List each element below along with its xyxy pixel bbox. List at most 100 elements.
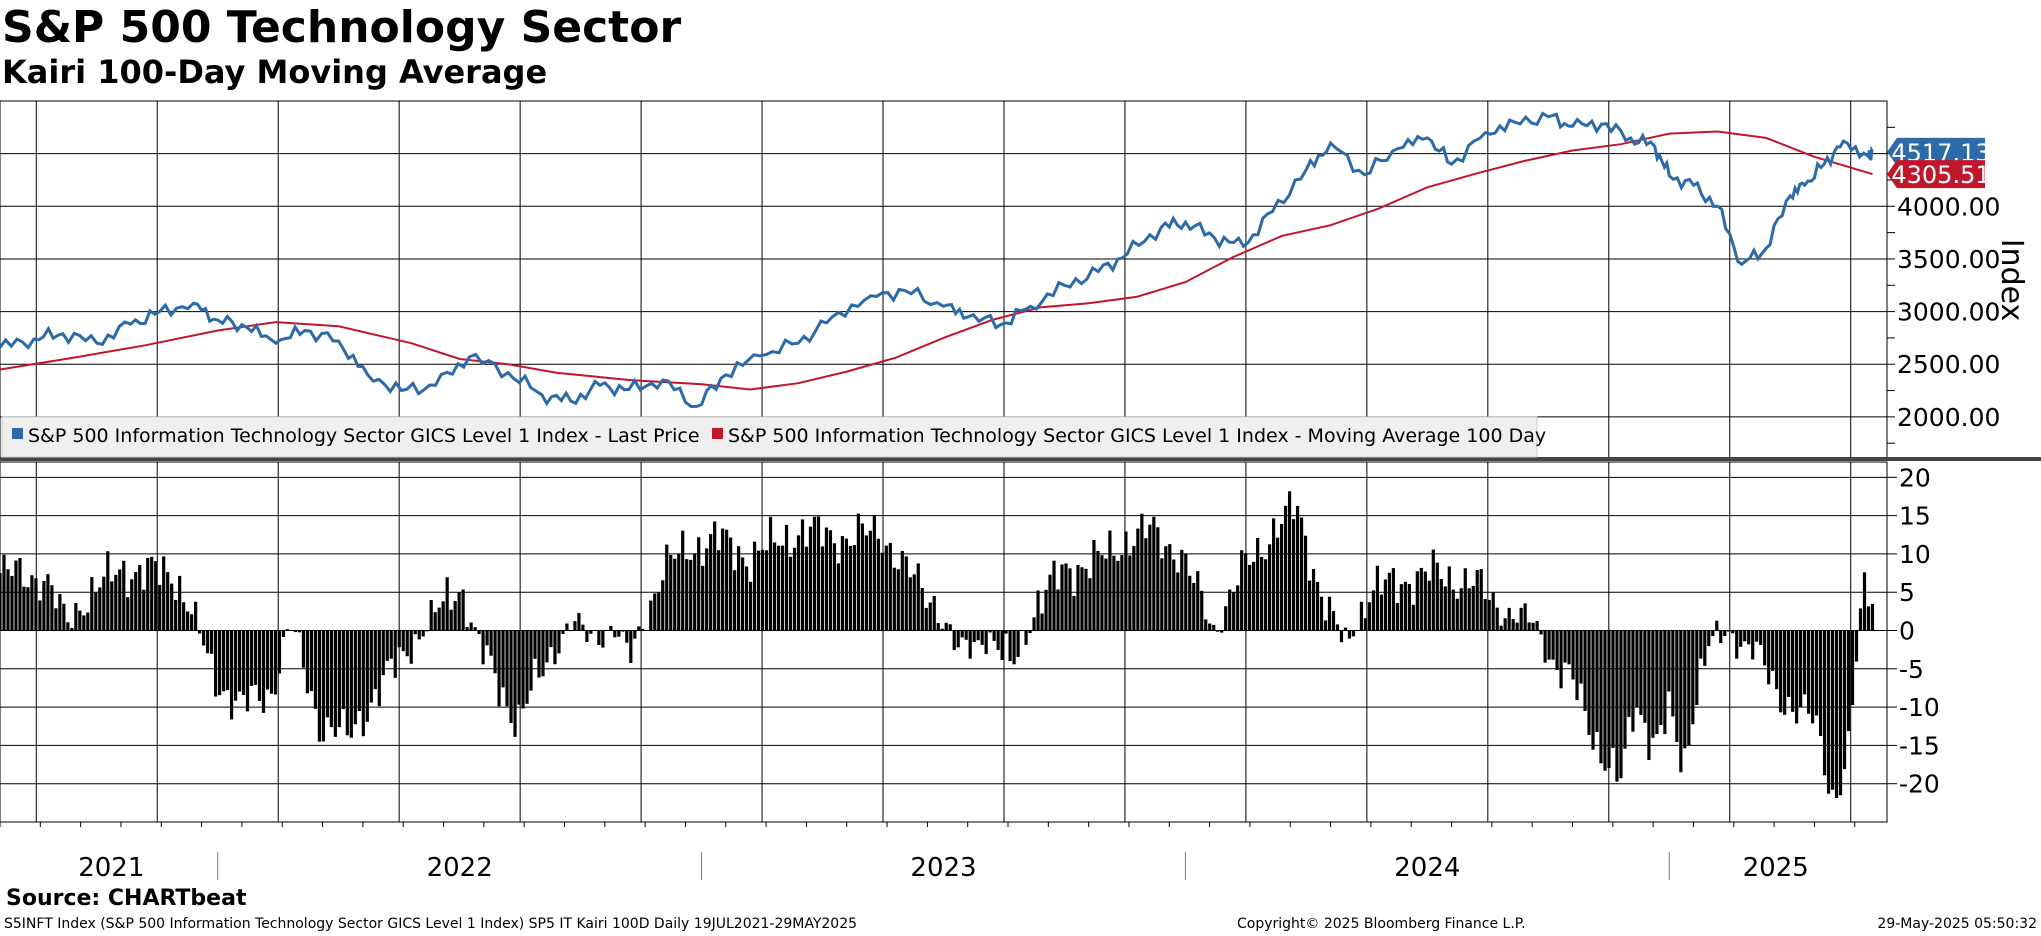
- kairi-bar: [293, 630, 298, 633]
- y-tick-label: 5: [1899, 578, 1915, 607]
- kairi-bar: [1399, 584, 1403, 631]
- kairi-bar: [1383, 579, 1387, 631]
- kairi-bar: [1260, 556, 1264, 631]
- kairi-bar: [146, 557, 150, 631]
- kairi-bar: [1351, 630, 1356, 637]
- kairi-bar: [916, 563, 920, 631]
- kairi-bar: [18, 558, 22, 631]
- kairi-bar: [1343, 627, 1348, 631]
- kairi-bar: [1371, 590, 1376, 631]
- kairi-bar: [1791, 630, 1795, 712]
- kairi-bar: [1535, 621, 1539, 631]
- kairi-bar: [1104, 558, 1108, 631]
- kairi-bar: [912, 574, 916, 631]
- kairi-bar: [257, 630, 262, 701]
- kairi-bar: [1527, 622, 1531, 631]
- kairi-bar: [1759, 630, 1763, 645]
- kairi-bar: [54, 608, 58, 631]
- kairi-bar: [633, 630, 637, 639]
- kairi-bar: [397, 630, 401, 648]
- kairi-bar: [166, 572, 170, 631]
- kairi-bar: [353, 630, 357, 725]
- kairi-bar: [609, 625, 613, 631]
- upper-y-axis: 2000.00 2500.00 3000.00 3500.00 4000.00: [1887, 126, 2000, 444]
- kairi-bar: [1487, 599, 1491, 631]
- kairi-bar: [1244, 553, 1248, 631]
- kairi-bar: [50, 585, 54, 631]
- kairi-bar: [521, 630, 525, 709]
- kairi-bar: [1096, 550, 1100, 631]
- x-tick-label: 2022: [427, 853, 493, 880]
- y-tick-label: 20: [1899, 463, 1931, 492]
- y-tick-label: 3500.00: [1897, 245, 2000, 274]
- kairi-bar: [449, 609, 453, 631]
- kairi-bar: [1024, 630, 1028, 645]
- kairi-bar: [597, 630, 601, 646]
- kairi-bar: [1858, 608, 1863, 631]
- kairi-bar: [1499, 625, 1503, 631]
- kairi-bar: [138, 565, 142, 631]
- ma-badge-arrow: [1887, 160, 1897, 189]
- kairi-bar: [217, 630, 222, 696]
- kairi-bar: [1307, 580, 1312, 631]
- kairi-bar: [725, 529, 729, 631]
- kairi-bar: [1040, 613, 1044, 631]
- price-badge-arrow: [1887, 137, 1897, 166]
- kairi-bar: [1575, 630, 1579, 701]
- kairi-bar: [198, 630, 202, 634]
- kairi-bar: [1503, 618, 1507, 631]
- kairi-bar: [689, 559, 693, 631]
- kairi-bar: [1479, 569, 1483, 631]
- kairi-bar: [780, 545, 785, 631]
- kairi-bar: [948, 624, 952, 631]
- kairi-bar: [489, 630, 493, 656]
- kairi-bar: [269, 630, 274, 694]
- kairi-bar: [992, 630, 996, 641]
- kairi-bar: [102, 576, 106, 631]
- kairi-bar: [1763, 630, 1767, 666]
- kairi-bar: [1743, 630, 1747, 642]
- kairi-bar: [657, 592, 661, 631]
- kairi-bar: [1807, 630, 1811, 714]
- kairi-bar: [134, 571, 138, 631]
- kairi-bar: [1283, 505, 1288, 631]
- kairi-bar: [221, 630, 226, 692]
- kairi-bar: [800, 519, 805, 631]
- kairi-bar: [852, 545, 856, 631]
- kairi-bar: [142, 589, 146, 631]
- kairi-bar: [1180, 549, 1184, 631]
- y-tick-label: -10: [1899, 693, 1940, 722]
- kairi-bar: [1659, 630, 1663, 725]
- kairi-bar: [653, 593, 657, 631]
- kairi-bar: [1818, 630, 1823, 737]
- kairi-bar: [82, 615, 86, 631]
- kairi-bar: [1331, 611, 1336, 631]
- kairi-bar: [501, 630, 505, 688]
- kairi-bar: [1080, 567, 1084, 631]
- kairi-bar: [1523, 603, 1527, 631]
- kairi-bar: [952, 630, 956, 651]
- kairi-bar: [1567, 630, 1571, 665]
- kairi-bar: [389, 630, 393, 659]
- kairi-bar: [685, 559, 689, 631]
- kairi-bar: [513, 630, 517, 737]
- last-price-line: [0, 111, 1874, 409]
- kairi-bar: [465, 626, 469, 631]
- kairi-bar: [1547, 630, 1551, 660]
- kairi-bar: [601, 630, 605, 648]
- kairi-bar: [42, 580, 46, 631]
- footer-copyright: Copyright© 2025 Bloomberg Finance L.P.: [1237, 916, 1526, 932]
- kairi-bar: [1727, 630, 1731, 632]
- kairi-bar: [860, 523, 864, 631]
- kairi-bar: [1224, 606, 1228, 631]
- kairi-bar: [237, 630, 242, 692]
- kairi-bar: [645, 630, 649, 631]
- kairi-bar: [1252, 561, 1256, 631]
- kairi-bar: [1152, 516, 1156, 631]
- kairi-bar: [772, 542, 777, 631]
- kairi-bar: [110, 581, 114, 631]
- kairi-bar: [541, 630, 545, 677]
- kairi-bar: [892, 567, 896, 631]
- kairi-bar: [1028, 630, 1032, 634]
- kairi-bar: [1264, 559, 1268, 631]
